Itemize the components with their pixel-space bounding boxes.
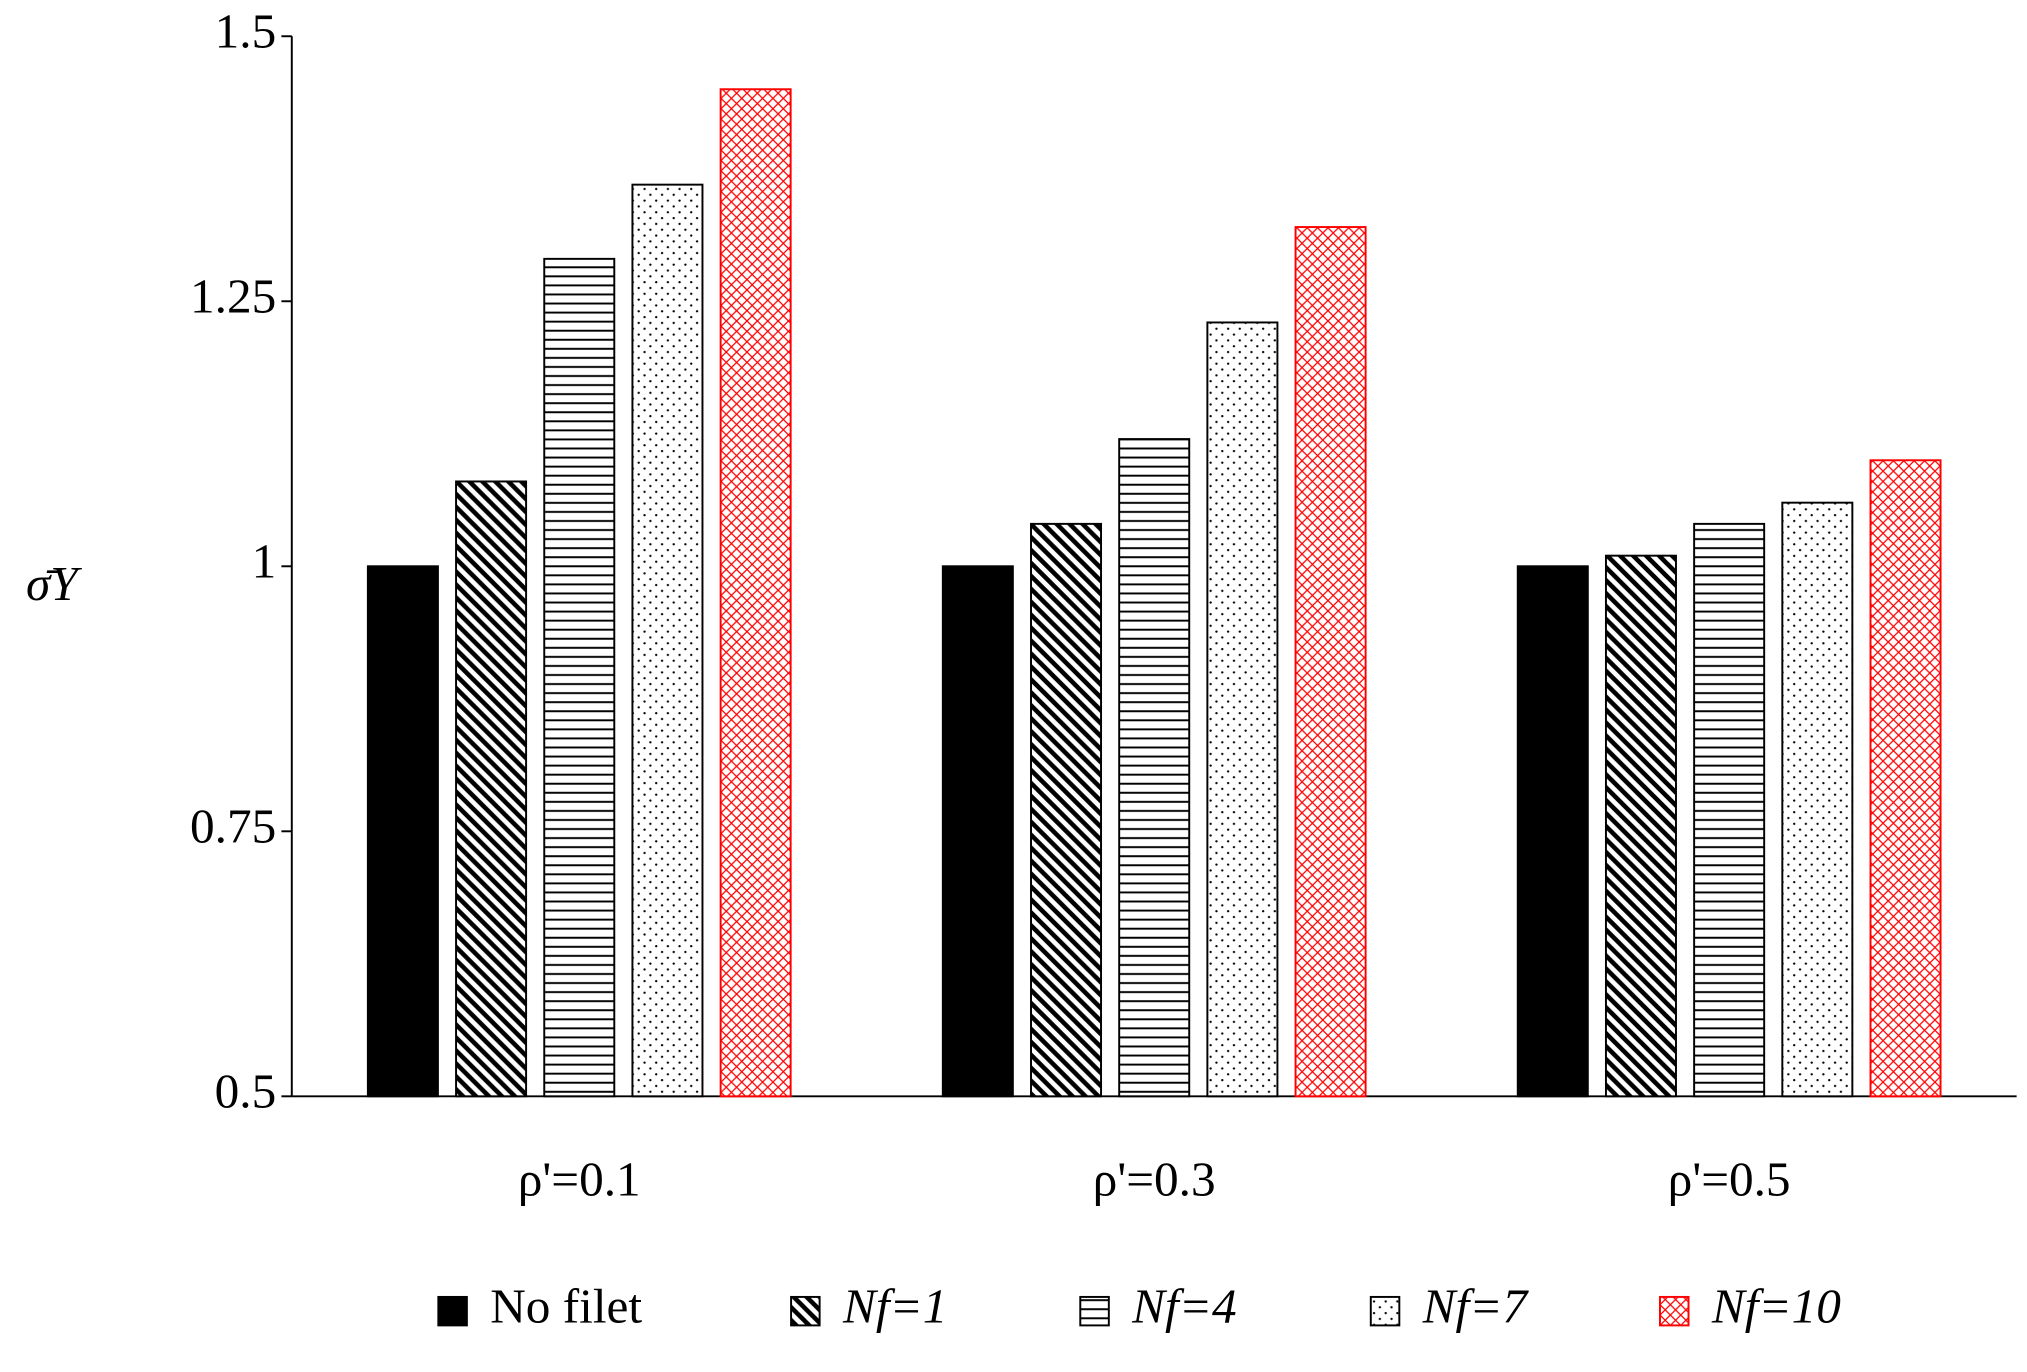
bar: [1604, 554, 1677, 1098]
bar: [1516, 565, 1589, 1098]
bar: [1869, 459, 1942, 1098]
bar: [719, 88, 792, 1098]
bar: [1030, 522, 1103, 1098]
legend-label: Nf=1: [842, 1278, 947, 1333]
legend-swatch: [1079, 1295, 1110, 1327]
legend-label: No filet: [490, 1278, 642, 1333]
legend-swatch: [437, 1295, 468, 1327]
bar: [631, 183, 704, 1098]
legend-label: Nf=4: [1131, 1278, 1236, 1333]
y-tick-label: 1.25: [190, 269, 276, 324]
x-tick-label: ρ'=0.1: [518, 1152, 641, 1207]
bar: [1294, 226, 1367, 1098]
y-tick-label: 1: [252, 534, 277, 589]
legend-swatch: [790, 1295, 821, 1327]
bar: [941, 565, 1014, 1098]
bar: [455, 480, 528, 1098]
legend-swatch: [1369, 1295, 1401, 1327]
y-tick-label: 1.5: [215, 4, 277, 59]
legend-label: Nf=10: [1711, 1278, 1841, 1333]
bar: [1206, 321, 1279, 1098]
bar: [1781, 501, 1854, 1098]
legend-swatch: [1659, 1295, 1690, 1327]
bar: [543, 257, 616, 1098]
legend-label: Nf=7: [1422, 1278, 1530, 1333]
x-tick-label: ρ'=0.3: [1093, 1152, 1216, 1207]
x-tick-label: ρ'=0.5: [1668, 1152, 1791, 1207]
y-tick-label: 0.5: [215, 1064, 277, 1119]
bar: [1118, 438, 1191, 1098]
bar: [1693, 522, 1766, 1098]
bar: [366, 565, 439, 1098]
y-tick-label: 0.75: [190, 799, 276, 854]
y-axis-label: σ̄Y: [26, 556, 82, 611]
